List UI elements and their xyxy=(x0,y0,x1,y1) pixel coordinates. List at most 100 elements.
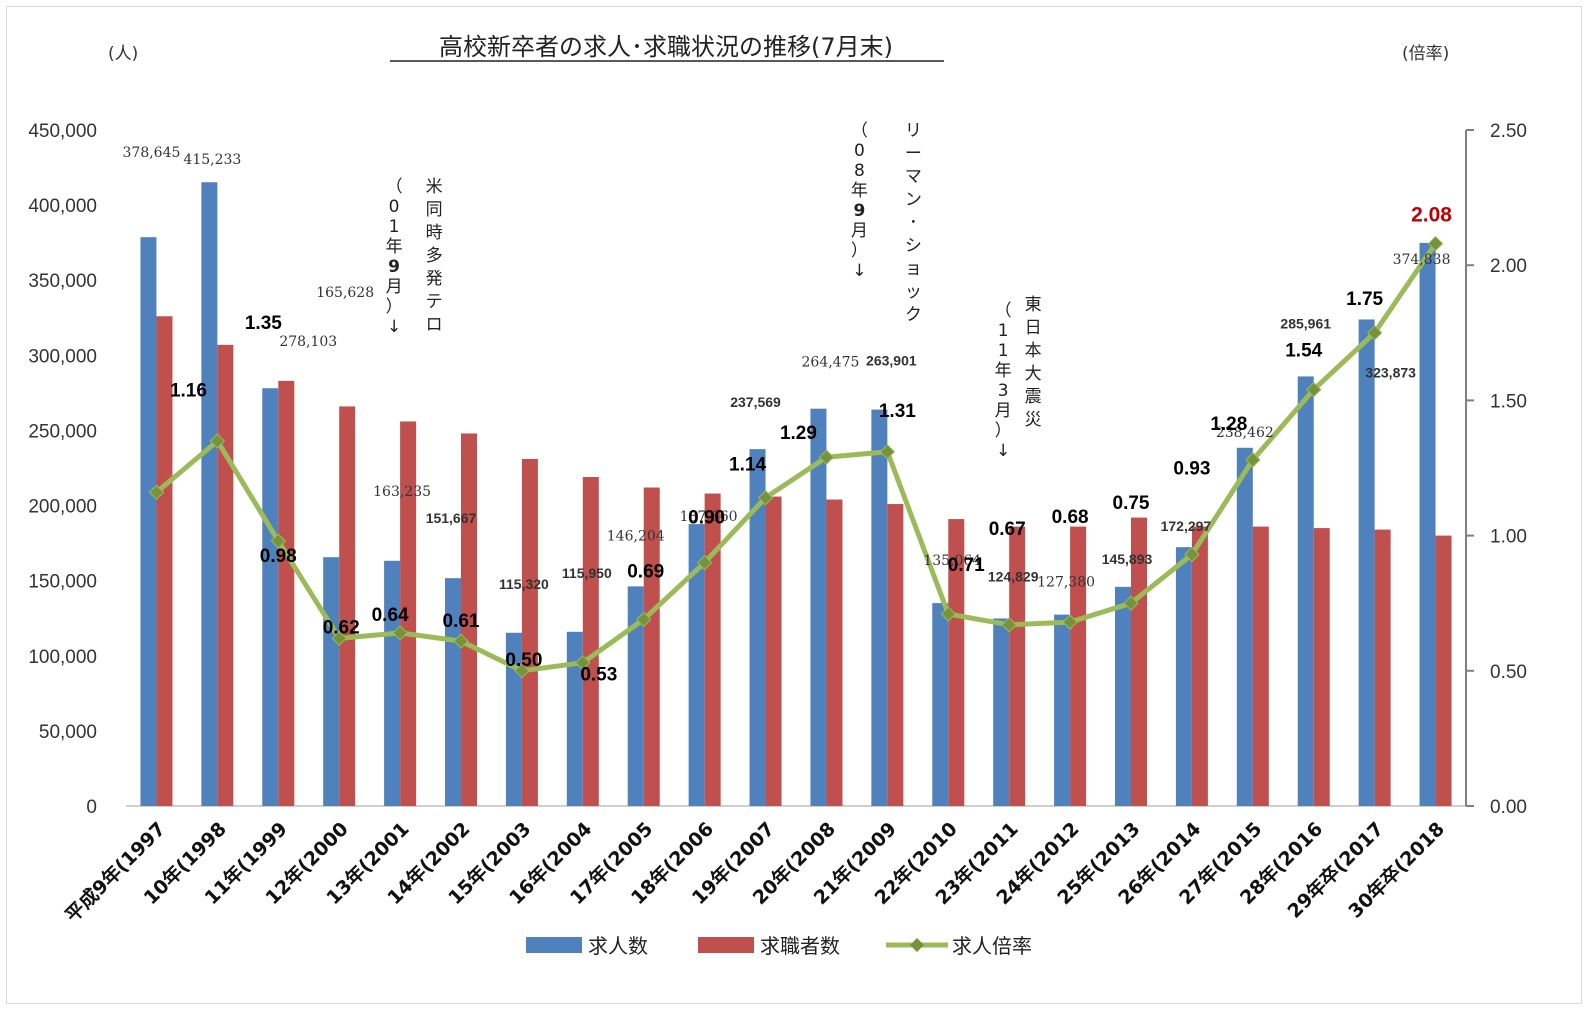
job-openings-label: 263,901 xyxy=(866,353,917,369)
right-tick-label: 2.00 xyxy=(1490,256,1527,277)
ratio-point xyxy=(818,449,835,465)
ratio-point xyxy=(1001,617,1017,633)
job-openings-bar xyxy=(1297,376,1314,806)
axes: 0 50,000 100,000 150,000 200,000 250,000 300,0… xyxy=(28,121,1527,818)
job-openings-bar xyxy=(1419,242,1436,806)
annotation-char: ロ xyxy=(426,315,443,335)
left-axis-unit: (人) xyxy=(108,44,138,64)
right-axis-unit: (倍率) xyxy=(1402,44,1449,64)
legend-label-job-openings: 求人数 xyxy=(588,934,648,958)
annotation-char: ･ xyxy=(909,213,918,233)
left-tick-label: 200,000 xyxy=(28,497,97,518)
job-openings-label: 135,064 xyxy=(923,553,981,569)
job-openings-bar xyxy=(201,182,218,806)
job-seekers-bar xyxy=(217,344,234,806)
job-openings-bar xyxy=(1358,319,1375,806)
left-tick-label: 100,000 xyxy=(28,647,97,668)
job-seekers-bar xyxy=(1252,526,1269,806)
annotation-char: （ xyxy=(386,177,403,197)
ratio-label: 0.75 xyxy=(1113,493,1150,514)
annotation-char: 月 xyxy=(386,277,403,297)
job-openings-label: 378,645 xyxy=(123,145,181,161)
ratio-label: 1.29 xyxy=(780,423,817,444)
job-openings-bar xyxy=(1175,547,1192,806)
annotation-char: 1 xyxy=(389,217,400,237)
ratio-label: 1.14 xyxy=(729,455,766,476)
annotation-char: 月 xyxy=(995,401,1012,421)
bars xyxy=(140,182,1452,807)
ratio-label: 0.61 xyxy=(443,611,480,632)
ratio-point xyxy=(453,633,469,649)
job-openings-label: 172,297 xyxy=(1161,518,1212,534)
ratio-label: 2.08 xyxy=(1411,204,1452,227)
job-seekers-bar xyxy=(1070,526,1087,806)
job-openings-bar xyxy=(323,557,340,806)
annotation-char: 0 xyxy=(854,141,865,161)
job-seekers-bar xyxy=(1131,517,1147,806)
job-openings-label: 165,628 xyxy=(316,285,374,301)
left-tick-label: 450,000 xyxy=(28,121,97,142)
ratio-label: 0.64 xyxy=(372,605,409,626)
ratio-point xyxy=(940,606,956,622)
job-openings-label: 163,235 xyxy=(373,484,431,500)
ratio-point xyxy=(209,433,226,449)
annotation-char: ↓ xyxy=(852,261,866,281)
job-openings-label: 124,829 xyxy=(988,568,1039,584)
job-seekers-bar xyxy=(156,316,173,806)
job-openings-bar xyxy=(627,586,644,806)
legend-swatch-job-seekers xyxy=(698,937,754,953)
ratio-label: 1.28 xyxy=(1210,414,1247,435)
job-openings-bar xyxy=(445,578,461,806)
annotation-char: シ xyxy=(905,236,922,256)
job-seekers-bar xyxy=(643,487,660,806)
annotation-char: 東 xyxy=(1025,295,1042,315)
annotation-char: 震 xyxy=(1025,387,1042,407)
ratio-label: 0.90 xyxy=(688,508,725,529)
annotation-char: ） xyxy=(995,421,1012,441)
job-seekers-bar xyxy=(1313,528,1330,806)
job-openings-label: 145,893 xyxy=(1102,551,1153,567)
job-seekers-bar xyxy=(400,421,417,806)
ratio-point xyxy=(514,663,530,679)
annotation-char: 年 xyxy=(995,361,1012,381)
annotation-char: ） xyxy=(386,297,403,317)
job-openings-bar xyxy=(262,388,279,806)
annotation-char: 1 xyxy=(998,341,1009,361)
ratio-point xyxy=(1184,546,1200,563)
job-openings-bar xyxy=(810,408,827,806)
ratio-label: 0.50 xyxy=(505,650,542,671)
annotation-char: ン xyxy=(905,190,922,210)
left-tick-label: 400,000 xyxy=(28,196,97,217)
annotation-char: ョ xyxy=(905,259,922,279)
ratio-label: 0.69 xyxy=(627,561,664,582)
job-openings-bar xyxy=(1054,614,1071,806)
job-openings-bar xyxy=(140,237,157,807)
chart-frame xyxy=(6,6,1582,1004)
right-tick-label: 1.50 xyxy=(1490,391,1527,412)
annotation-char: 大 xyxy=(1025,364,1042,384)
job-seekers-bar xyxy=(1191,526,1208,806)
job-openings-bar xyxy=(1236,447,1253,806)
data-labels: 378,645 415,233 278,103 165,628 163,235 151,6… xyxy=(123,145,1453,685)
job-openings-label: 237,569 xyxy=(730,394,781,410)
job-seekers-bar xyxy=(704,493,721,806)
right-tick-label: 2.50 xyxy=(1490,121,1527,142)
annotation-char: 米 xyxy=(426,177,443,197)
annotation-char: 災 xyxy=(1025,410,1042,430)
annotation-char: （ xyxy=(995,301,1012,321)
annotation-char: （ xyxy=(851,121,868,141)
left-tick-label: 50,000 xyxy=(39,722,97,743)
left-tick-label: 0 xyxy=(86,797,97,818)
job-openings-bar xyxy=(749,449,766,806)
job-openings-label: 187,660 xyxy=(680,509,738,525)
ratio-point xyxy=(757,490,774,506)
ratio-line xyxy=(148,235,1444,679)
ratio-point xyxy=(879,444,896,460)
job-seekers-bar xyxy=(278,380,295,806)
right-tick-label: 1.00 xyxy=(1490,527,1527,548)
annotation-char: 1 xyxy=(998,321,1009,341)
ratio-point xyxy=(1306,381,1322,398)
